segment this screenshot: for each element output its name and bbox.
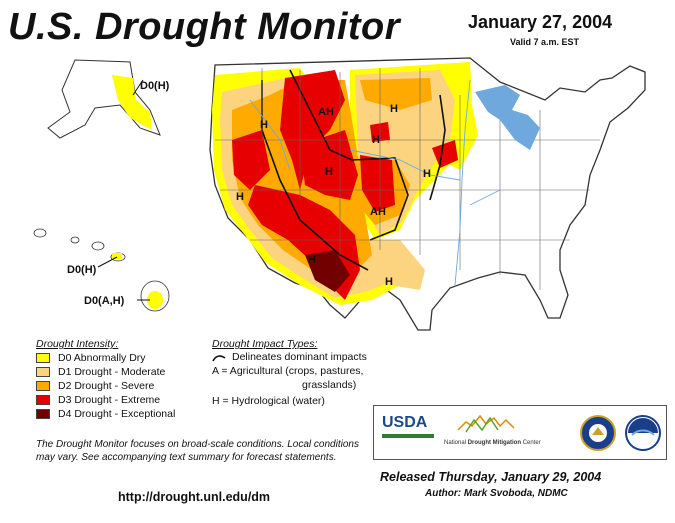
d3-area-wisconsin bbox=[432, 140, 458, 168]
legend-swatch-d1 bbox=[36, 367, 50, 377]
alaska-pointer bbox=[132, 79, 144, 96]
commerce-seal-icon bbox=[580, 415, 616, 451]
impact-label: H bbox=[236, 191, 244, 203]
released-date: Released Thursday, January 29, 2004 bbox=[380, 470, 602, 484]
logo-box: USDA National Drought Mitigation Center bbox=[373, 405, 667, 460]
great-lakes bbox=[475, 85, 540, 150]
legend-swatch-d3 bbox=[36, 395, 50, 405]
state-borders bbox=[215, 68, 600, 290]
legend-label: D4 Drought - Exceptional bbox=[58, 408, 176, 420]
d3-area-nebraska bbox=[360, 155, 395, 212]
impact-ag-text: A = Agricultural (crops, pastures, bbox=[212, 365, 364, 377]
impact-ag-text-cont: grasslands) bbox=[302, 379, 357, 391]
drought-map: H AH H H H H H AH H H bbox=[33, 57, 646, 331]
d4-area-newmexico bbox=[305, 250, 350, 292]
alaska-d0 bbox=[112, 75, 152, 130]
d3-area-montana bbox=[280, 70, 345, 190]
rivers bbox=[249, 79, 501, 286]
ndmc-main: Drought Mitigation bbox=[467, 440, 522, 446]
legend-item-d1: D1 Drought - Moderate bbox=[36, 366, 165, 378]
hawaii-d0 bbox=[147, 291, 163, 309]
legend-item-d2: D2 Drought - Severe bbox=[36, 380, 154, 392]
legend-item-d3: D3 Drought - Extreme bbox=[36, 394, 160, 406]
legend-label: D2 Drought - Severe bbox=[58, 380, 155, 392]
impact-label: H bbox=[423, 168, 431, 180]
impact-line-north bbox=[289, 69, 409, 241]
valid-time: Valid 7 a.m. EST bbox=[510, 37, 580, 47]
legend-impact-title: Drought Impact Types: bbox=[212, 338, 318, 350]
impact-label: H bbox=[385, 276, 393, 288]
legend-swatch-d4 bbox=[36, 409, 50, 419]
note-text: The Drought Monitor focuses on broad-sca… bbox=[36, 439, 359, 463]
impact-label: H bbox=[390, 103, 398, 115]
legend-intensity-title: Drought Intensity: bbox=[36, 338, 119, 350]
impact-label: AH bbox=[370, 206, 386, 218]
impact-hydro-text: H = Hydrological (water) bbox=[212, 395, 325, 407]
hawaii-label-bottom: D0(A,H) bbox=[84, 295, 125, 307]
ndmc-logo-text: National Drought Mitigation Center bbox=[444, 440, 541, 446]
alaska-outline bbox=[47, 59, 161, 139]
impact-line-icon bbox=[212, 355, 226, 362]
usda-logo-bar bbox=[382, 434, 434, 438]
legend-swatch-d0 bbox=[36, 353, 50, 363]
usda-logo: USDA bbox=[382, 414, 428, 431]
legend-item-d0: D0 Abnormally Dry bbox=[36, 352, 146, 364]
legend-label: D1 Drought - Moderate bbox=[58, 366, 166, 378]
legend-label: D0 Abnormally Dry bbox=[58, 352, 146, 364]
ndmc-suffix: Center bbox=[522, 440, 541, 446]
legend-label: D3 Drought - Extreme bbox=[58, 394, 161, 406]
impact-line-text: Delineates dominant impacts bbox=[232, 351, 367, 363]
impact-label: H bbox=[308, 254, 316, 266]
legend-swatch-d2 bbox=[36, 381, 50, 391]
hawaii-label-top: D0(H) bbox=[67, 264, 97, 276]
ndmc-prefix: National bbox=[444, 440, 467, 446]
d3-area-idaho bbox=[232, 130, 270, 190]
d3-area-wyoming bbox=[300, 130, 358, 200]
d2-area-dakota bbox=[360, 78, 432, 110]
page-title: U.S. Drought Monitor bbox=[8, 6, 401, 48]
legend-item-d4: D4 Drought - Exceptional bbox=[36, 408, 175, 420]
impact-line-east bbox=[429, 94, 446, 201]
author-credit: Author: Mark Svoboda, NDMC bbox=[425, 488, 568, 499]
website-url[interactable]: http://drought.unl.edu/dm bbox=[118, 490, 271, 504]
impact-label: H bbox=[260, 119, 268, 131]
map-date: January 27, 2004 bbox=[468, 12, 613, 32]
impact-label: H bbox=[372, 134, 380, 146]
noaa-logo-icon bbox=[625, 415, 661, 451]
impact-label: H bbox=[325, 166, 333, 178]
ndmc-logo-graphic bbox=[457, 414, 515, 433]
hawaii-top-pointer bbox=[97, 256, 118, 268]
alaska-label: D0(H) bbox=[140, 80, 170, 92]
impact-label: AH bbox=[318, 106, 334, 118]
hawaii-d0-small bbox=[112, 253, 122, 259]
